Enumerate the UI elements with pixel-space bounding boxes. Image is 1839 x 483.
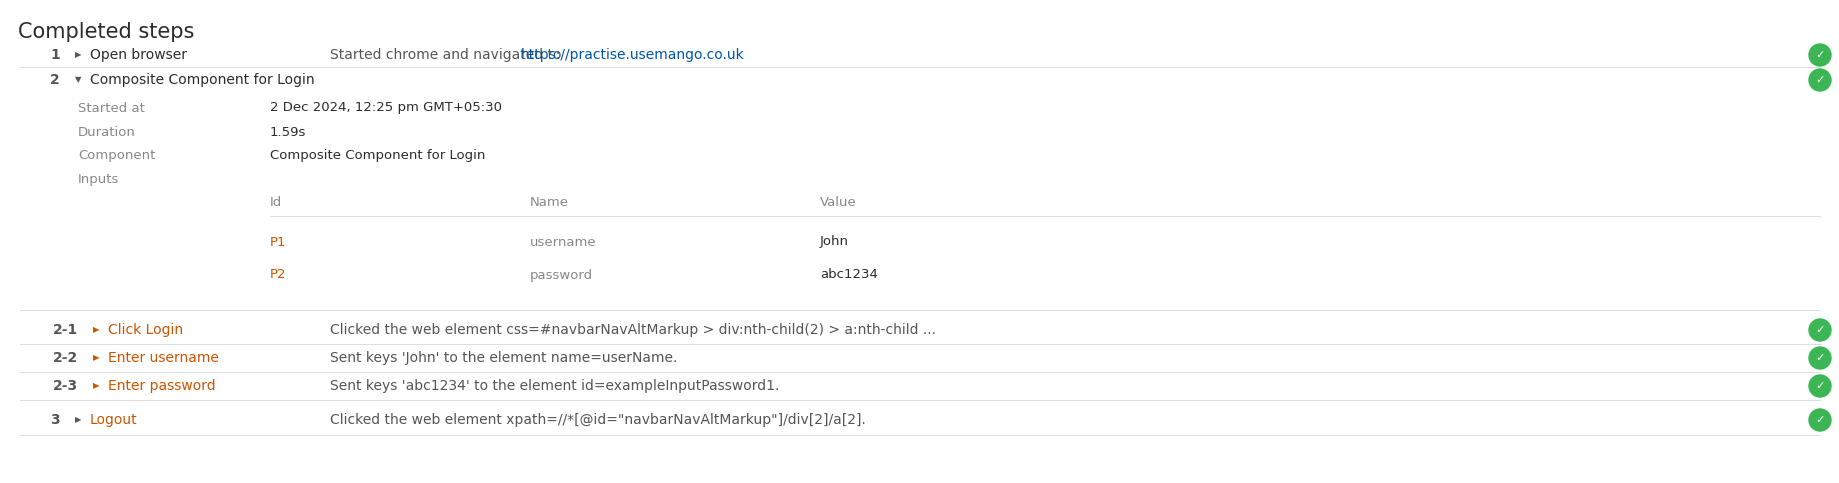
- Text: ▶: ▶: [92, 382, 99, 390]
- Text: ✓: ✓: [1815, 381, 1824, 391]
- Text: Component: Component: [77, 150, 154, 162]
- Text: ✓: ✓: [1815, 75, 1824, 85]
- Text: Completed steps: Completed steps: [18, 22, 195, 42]
- Text: abc1234: abc1234: [820, 269, 877, 282]
- Text: Enter password: Enter password: [109, 379, 215, 393]
- Text: 2-1: 2-1: [53, 323, 77, 337]
- Circle shape: [1808, 347, 1830, 369]
- Text: Inputs: Inputs: [77, 173, 120, 186]
- Text: ▶: ▶: [92, 326, 99, 335]
- Text: Sent keys 'John' to the element name=userName.: Sent keys 'John' to the element name=use…: [329, 351, 677, 365]
- Text: Duration: Duration: [77, 126, 136, 139]
- Text: Clicked the web element css=#navbarNavAltMarkup > div:nth-child(2) > a:nth-child: Clicked the web element css=#navbarNavAl…: [329, 323, 936, 337]
- Text: 2-2: 2-2: [53, 351, 77, 365]
- Text: ✓: ✓: [1815, 50, 1824, 60]
- Text: ▶: ▶: [75, 415, 81, 425]
- Text: Enter username: Enter username: [109, 351, 219, 365]
- Text: Logout: Logout: [90, 413, 138, 427]
- Text: ▶: ▶: [92, 354, 99, 363]
- Text: 3: 3: [50, 413, 61, 427]
- Text: Started at: Started at: [77, 101, 145, 114]
- Text: 1.59s: 1.59s: [270, 126, 307, 139]
- Text: ▼: ▼: [75, 75, 81, 85]
- Text: Click Login: Click Login: [109, 323, 184, 337]
- Text: Clicked the web element xpath=//*[@id="navbarNavAltMarkup"]/div[2]/a[2].: Clicked the web element xpath=//*[@id="n…: [329, 413, 866, 427]
- Circle shape: [1808, 375, 1830, 397]
- Text: Sent keys 'abc1234' to the element id=exampleInputPassword1.: Sent keys 'abc1234' to the element id=ex…: [329, 379, 780, 393]
- Text: ✓: ✓: [1815, 353, 1824, 363]
- Text: John: John: [820, 236, 848, 248]
- Text: Id: Id: [270, 196, 281, 209]
- Text: Name: Name: [530, 196, 568, 209]
- Text: Value: Value: [820, 196, 857, 209]
- Text: Composite Component for Login: Composite Component for Login: [270, 150, 485, 162]
- Circle shape: [1808, 44, 1830, 66]
- Text: Started chrome and navigated to: Started chrome and navigated to: [329, 48, 566, 62]
- Text: 1: 1: [50, 48, 61, 62]
- Text: https://practise.usemango.co.uk: https://practise.usemango.co.uk: [520, 48, 743, 62]
- Text: 2: 2: [50, 73, 61, 87]
- Text: Composite Component for Login: Composite Component for Login: [90, 73, 314, 87]
- Text: username: username: [530, 236, 596, 248]
- Text: 2-3: 2-3: [53, 379, 77, 393]
- Text: P1: P1: [270, 236, 287, 248]
- Text: password: password: [530, 269, 592, 282]
- Text: ✓: ✓: [1815, 325, 1824, 335]
- Circle shape: [1808, 409, 1830, 431]
- Circle shape: [1808, 69, 1830, 91]
- Text: P2: P2: [270, 269, 287, 282]
- Text: ✓: ✓: [1815, 415, 1824, 425]
- Text: 2 Dec 2024, 12:25 pm GMT+05:30: 2 Dec 2024, 12:25 pm GMT+05:30: [270, 101, 502, 114]
- Text: ▶: ▶: [75, 51, 81, 59]
- Circle shape: [1808, 319, 1830, 341]
- Text: Open browser: Open browser: [90, 48, 188, 62]
